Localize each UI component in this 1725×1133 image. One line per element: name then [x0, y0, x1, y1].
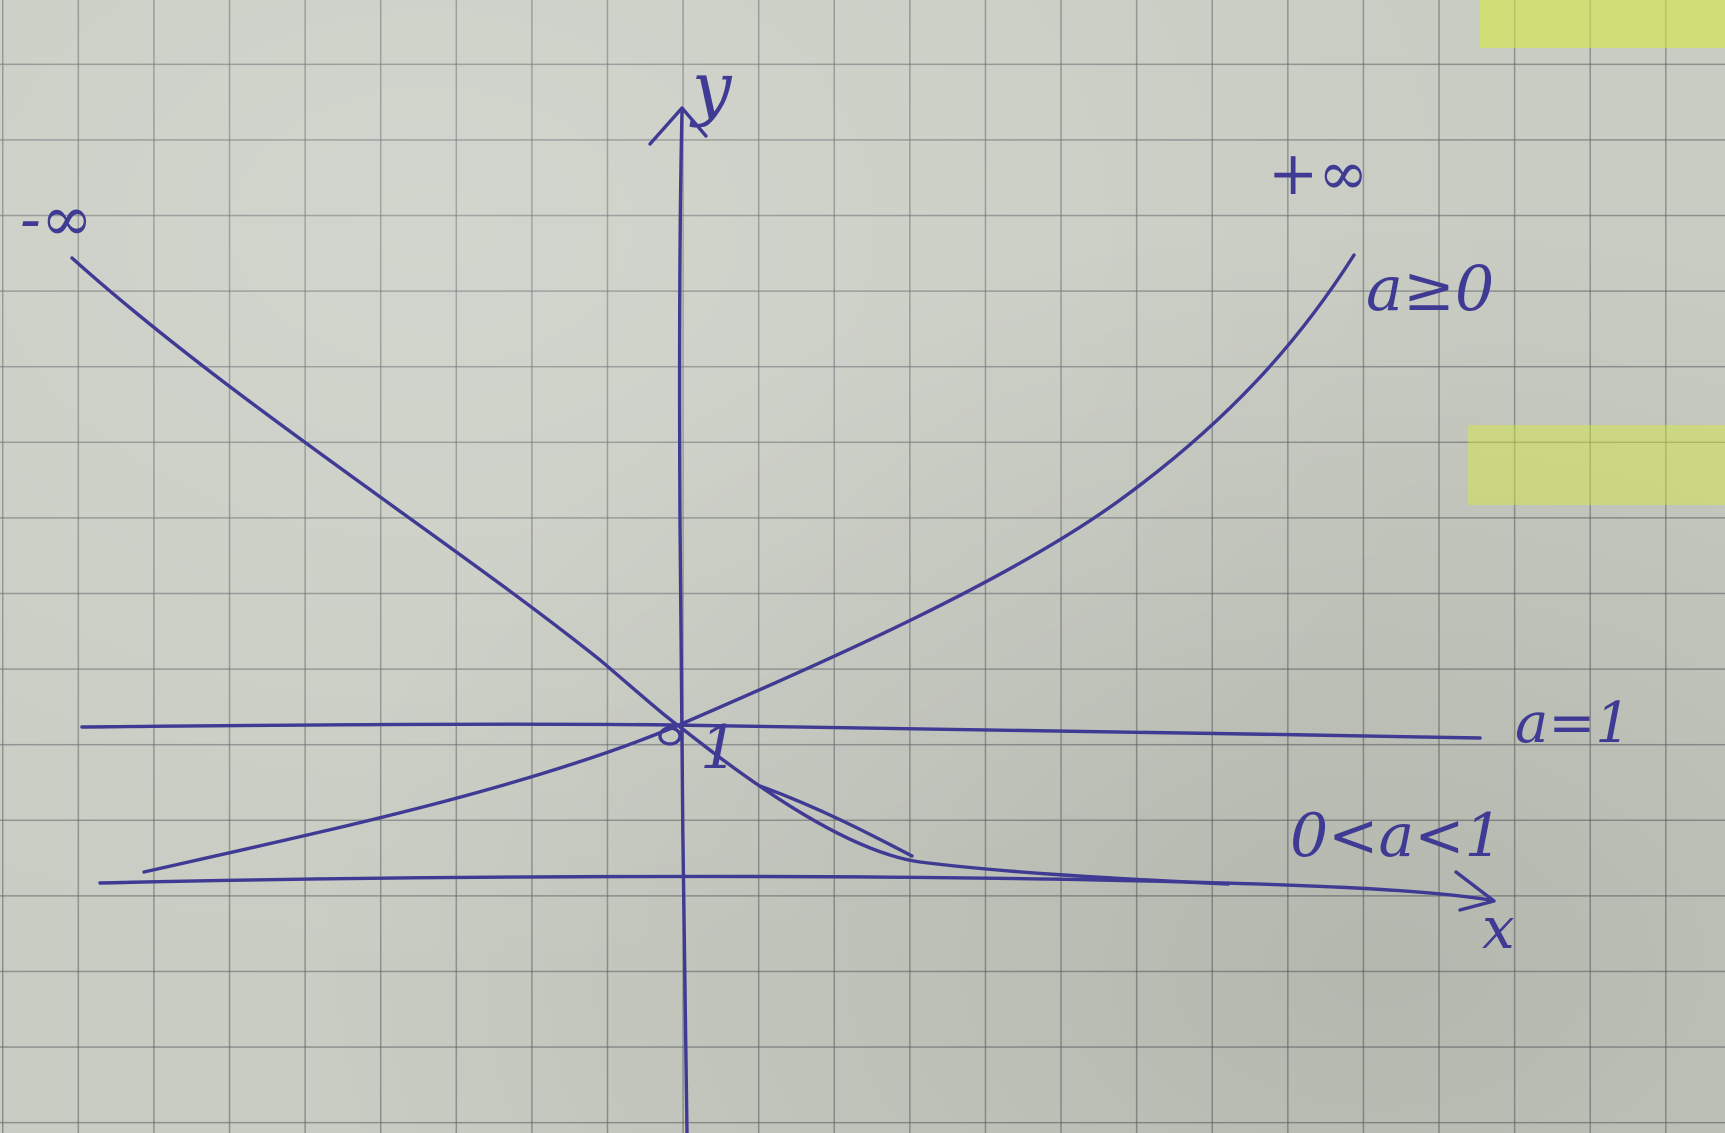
- y-axis-line: [677, 110, 689, 1133]
- highlighter-mark-middle: [1468, 425, 1725, 505]
- highlighter-mark-top: [1480, 0, 1725, 48]
- y-axis-arrowhead: [648, 106, 708, 146]
- decreasing-curve-retrace: [758, 784, 914, 858]
- x-axis-arrowhead: [1454, 870, 1496, 912]
- decreasing-exponential-curve: [70, 256, 1230, 886]
- constant-line-a-equals-1: [80, 722, 1482, 740]
- increasing-exponential-curve: [142, 253, 1356, 874]
- minus-infinity-label: -∞: [20, 182, 93, 255]
- x-axis-line: [98, 874, 1492, 902]
- intersection-point-marker: [658, 726, 682, 746]
- decreasing-condition-label: 0<a<1: [1290, 801, 1503, 871]
- plus-infinity-label: +∞: [1268, 139, 1368, 209]
- increasing-condition-label: a≥0: [1366, 252, 1494, 325]
- y-axis-label: y: [689, 47, 733, 129]
- origin-value-label: 1: [700, 713, 738, 783]
- x-axis-label: x: [1482, 894, 1515, 962]
- constant-condition-label: a=1: [1515, 691, 1631, 756]
